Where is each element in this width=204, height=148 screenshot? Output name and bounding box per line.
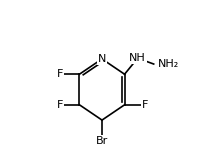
- Text: F: F: [57, 69, 63, 79]
- Text: N: N: [98, 54, 106, 64]
- Text: Br: Br: [96, 136, 108, 146]
- Text: NH: NH: [129, 53, 146, 63]
- Text: NH₂: NH₂: [158, 59, 179, 69]
- Text: F: F: [57, 100, 63, 110]
- Text: F: F: [142, 100, 148, 110]
